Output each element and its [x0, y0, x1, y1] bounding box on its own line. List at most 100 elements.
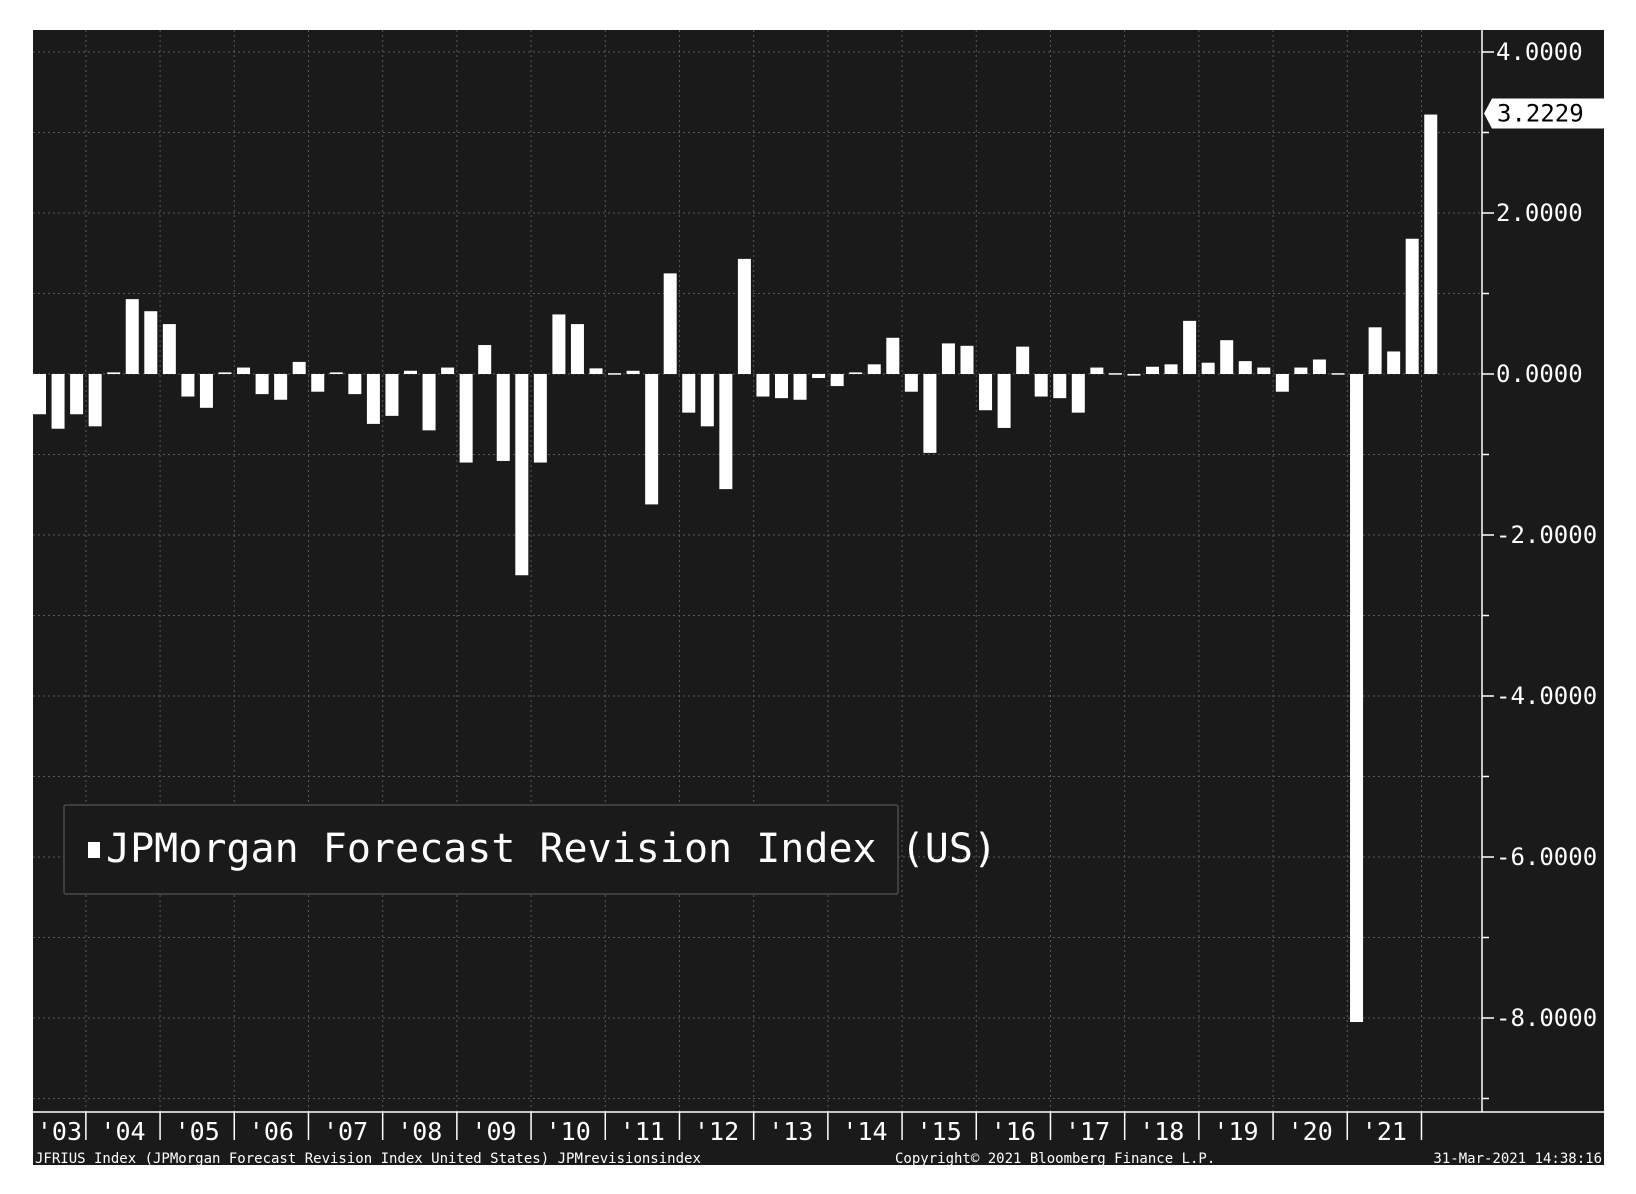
x-tick-label: '09 [471, 1117, 516, 1146]
x-tick-label: '07 [323, 1117, 368, 1146]
bar [737, 258, 751, 374]
footer-timestamp: 31-Mar-2021 14:38:16 [1433, 1151, 1602, 1167]
bar [107, 372, 121, 374]
bar [589, 368, 603, 374]
y-tick-label: 2.0000 [1496, 199, 1583, 227]
bar [274, 374, 288, 400]
x-tick-label: '11 [620, 1117, 665, 1146]
x-tick-label: '03 [37, 1117, 82, 1146]
bar [775, 374, 788, 399]
bar [682, 374, 696, 413]
bar [181, 374, 195, 397]
x-tick-label: '10 [546, 1117, 591, 1146]
chart-background [33, 30, 1604, 1165]
bar [237, 367, 251, 374]
bar [459, 374, 473, 463]
bar [311, 374, 325, 392]
x-tick-label: '15 [917, 1117, 962, 1146]
footer: JFRIUS Index (JPMorgan Forecast Revision… [35, 1151, 1602, 1167]
bar [1201, 362, 1215, 374]
legend-swatch [88, 842, 100, 858]
x-tick-label: '16 [991, 1117, 1036, 1146]
bar [812, 374, 826, 379]
bar [1016, 346, 1030, 374]
bar [904, 374, 918, 392]
bar [255, 374, 269, 395]
bar [441, 367, 455, 374]
bar [366, 374, 380, 424]
bar [867, 364, 881, 374]
x-tick-label: '20 [1288, 1117, 1333, 1146]
bar [626, 370, 640, 374]
bar [422, 374, 436, 431]
bar [144, 311, 158, 374]
bar [923, 374, 937, 453]
bar [1424, 114, 1438, 374]
x-tick-label: '17 [1065, 1117, 1110, 1146]
bar [645, 374, 659, 505]
bar [348, 374, 362, 395]
bar [292, 361, 306, 374]
bar [1053, 374, 1067, 399]
bar [1034, 374, 1048, 397]
legend-box [63, 804, 899, 895]
y-tick-label: 4.0000 [1496, 38, 1583, 66]
bar [1312, 359, 1326, 374]
bar [979, 374, 993, 411]
x-tick-label: '21 [1362, 1117, 1407, 1146]
y-tick-label: 0.0000 [1496, 360, 1583, 388]
footer-source: JFRIUS Index (JPMorgan Forecast Revision… [35, 1151, 701, 1167]
bar [719, 374, 733, 490]
bar [960, 345, 974, 374]
y-tick-label: -2.0000 [1496, 521, 1597, 549]
y-axis: 4.0000 2.0000 0.0000 -2.0000 -4.0000 -6.0000 -… [1481, 30, 1597, 1112]
bar [663, 273, 677, 374]
last-value-box [1484, 98, 1604, 129]
x-tick-label: '13 [768, 1117, 813, 1146]
x-tick-label: '12 [694, 1117, 739, 1146]
y-tick-label: -8.0000 [1496, 1004, 1597, 1032]
bar [570, 324, 584, 374]
bar [533, 374, 547, 463]
x-axis: '03 '04 '05 '06 '07 '08 '09 '10 '11 '12 '13 '14 '15 '… [33, 1111, 1604, 1146]
bar [941, 343, 955, 374]
y-tick-label: -4.0000 [1496, 682, 1597, 710]
bar [1090, 367, 1104, 374]
bars [33, 114, 1438, 1023]
x-tick-label: '18 [1139, 1117, 1184, 1146]
bar [515, 374, 529, 576]
bar [199, 374, 213, 408]
bar [218, 372, 232, 374]
grid-lines [33, 30, 1482, 1112]
bar [1387, 351, 1401, 374]
bar [404, 370, 417, 374]
bar [88, 374, 102, 427]
bar [886, 337, 900, 374]
bar [125, 299, 139, 374]
bar [1275, 374, 1289, 392]
bar [700, 374, 714, 427]
bar [1183, 320, 1197, 374]
bar [608, 373, 622, 375]
bar [1108, 373, 1122, 375]
bar [385, 374, 399, 416]
y-tick-label: -6.0000 [1496, 843, 1597, 871]
bar [1146, 366, 1159, 374]
bar [1368, 327, 1382, 374]
x-tick-label: '19 [1213, 1117, 1258, 1146]
bar [1331, 373, 1345, 375]
bar [1220, 340, 1234, 374]
bar [1127, 374, 1141, 376]
bar [756, 374, 770, 397]
bar [329, 372, 343, 374]
x-tick-label: '14 [842, 1117, 887, 1146]
bar [51, 374, 65, 429]
bar [552, 314, 566, 374]
x-tick-label: '04 [100, 1117, 145, 1146]
legend-label: JPMorgan Forecast Revision Index (US) [106, 826, 997, 872]
x-tick-label: '05 [175, 1117, 220, 1146]
bar [33, 374, 46, 415]
legend: JPMorgan Forecast Revision Index (US) [63, 804, 997, 895]
bar [793, 374, 807, 400]
